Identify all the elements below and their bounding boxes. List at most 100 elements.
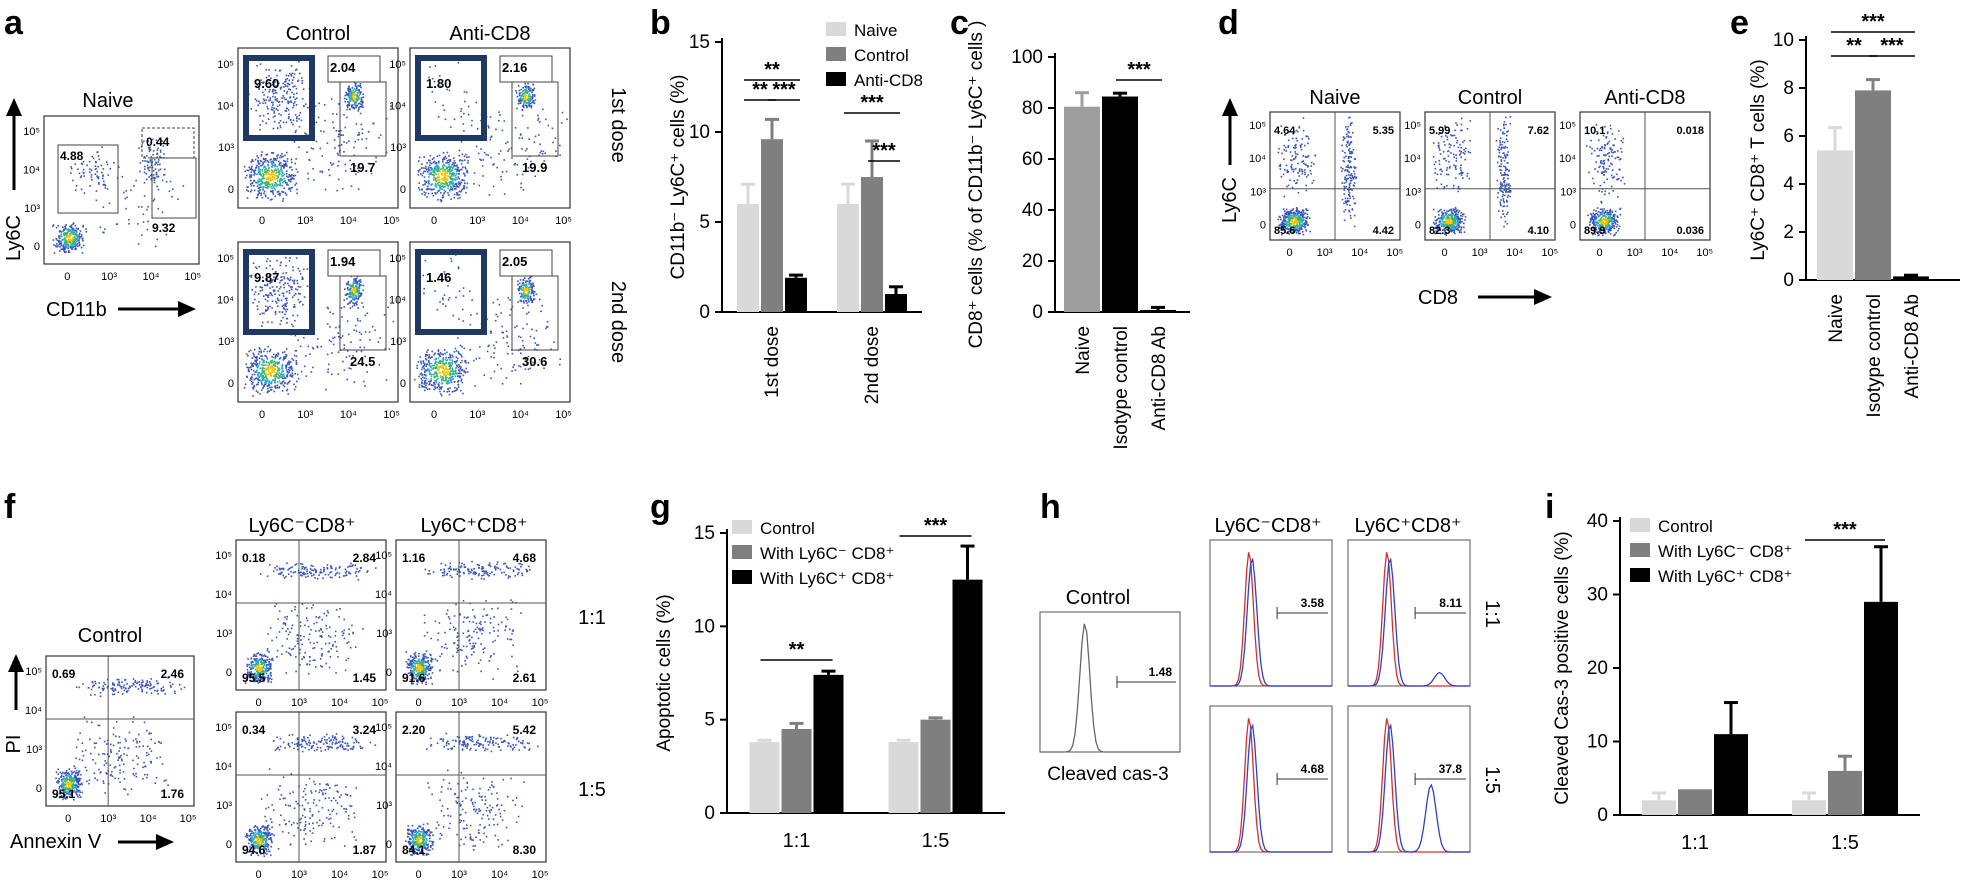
y-tick-label: 0 (699, 302, 710, 323)
event-dot (524, 296, 527, 299)
event-dot (276, 366, 279, 368)
event-dot (288, 360, 290, 363)
event-dot (294, 69, 297, 72)
gate-box (339, 81, 387, 157)
event-dot (1343, 210, 1345, 213)
event-dot (444, 374, 446, 376)
event-dot (282, 359, 285, 361)
event-dot (1292, 231, 1294, 234)
event-dot (343, 347, 346, 350)
event-dot (353, 289, 355, 291)
event-dot (447, 379, 450, 382)
event-dot (433, 80, 436, 83)
event-dot (271, 359, 274, 362)
event-dot (345, 356, 348, 359)
quadrant-value: 4.42 (1373, 225, 1394, 237)
event-dot (357, 110, 360, 112)
event-dot (449, 356, 452, 359)
event-dot (428, 354, 431, 356)
event-dot (1286, 169, 1289, 172)
event-dot (349, 99, 351, 102)
event-dot (460, 378, 463, 381)
event-dot (1451, 223, 1454, 226)
event-dot (1310, 172, 1312, 175)
y-tick-label: 40 (1022, 200, 1043, 221)
event-dot (335, 113, 338, 115)
event-dot (269, 199, 272, 201)
event-dot (522, 281, 525, 284)
event-dot (442, 367, 445, 370)
event-dot (450, 260, 453, 263)
event-dot (429, 164, 431, 166)
event-dot (337, 373, 340, 375)
event-dot (1287, 217, 1290, 220)
event-dot (545, 167, 547, 169)
event-dot (355, 99, 358, 102)
event-dot (353, 302, 356, 305)
event-dot (517, 85, 520, 87)
event-dot (530, 87, 532, 90)
event-dot (297, 285, 300, 288)
event-dot (455, 168, 457, 171)
event-dot (1296, 139, 1298, 142)
event-dot (78, 244, 81, 247)
event-dot (444, 177, 447, 180)
event-dot (279, 178, 282, 180)
event-dot (1302, 155, 1304, 157)
event-dot (283, 96, 285, 99)
event-dot (447, 192, 449, 194)
event-dot (510, 308, 512, 311)
event-dot (281, 371, 283, 373)
event-dot (70, 167, 73, 170)
event-dot (259, 375, 262, 378)
event-dot (362, 284, 364, 287)
event-dot (1346, 170, 1349, 173)
axis-tick-label: 10³ (1317, 247, 1333, 259)
event-dot (528, 286, 531, 288)
event-dot (358, 85, 361, 87)
event-dot (444, 359, 447, 361)
event-dot (142, 221, 145, 223)
event-dot (438, 388, 441, 390)
event-dot (272, 171, 275, 173)
event-dot (1443, 186, 1445, 189)
event-dot (437, 169, 439, 172)
event-dot (1355, 176, 1358, 179)
event-dot (288, 289, 291, 292)
event-dot (269, 97, 272, 99)
event-dot (451, 373, 454, 376)
event-dot (1447, 132, 1449, 135)
event-dot (353, 299, 356, 301)
event-dot (559, 363, 561, 366)
event-dot (1455, 213, 1457, 215)
event-dot (267, 108, 269, 110)
event-dot (357, 307, 359, 309)
event-dot (526, 147, 528, 150)
event-dot (1302, 129, 1305, 132)
event-dot (355, 280, 357, 282)
event-dot (1292, 158, 1295, 161)
event-dot (449, 126, 452, 129)
event-dot (1292, 137, 1294, 140)
event-dot (1299, 228, 1302, 230)
event-dot (492, 164, 494, 166)
event-dot (272, 361, 275, 363)
event-dot (1279, 163, 1282, 166)
event-dot (1294, 156, 1297, 159)
event-dot (331, 164, 333, 166)
event-dot (1294, 144, 1296, 147)
event-dot (1445, 134, 1447, 137)
event-dot (1461, 215, 1464, 217)
event-dot (276, 384, 279, 387)
event-dot (1455, 177, 1457, 179)
event-dot (424, 386, 426, 388)
event-dot (1309, 170, 1312, 172)
event-dot (426, 351, 428, 353)
event-dot (284, 80, 286, 83)
event-dot (1298, 225, 1300, 227)
event-dot (446, 179, 449, 181)
event-dot (286, 182, 288, 184)
event-dot (259, 128, 261, 131)
event-dot (1454, 219, 1457, 222)
event-dot (1452, 220, 1454, 222)
